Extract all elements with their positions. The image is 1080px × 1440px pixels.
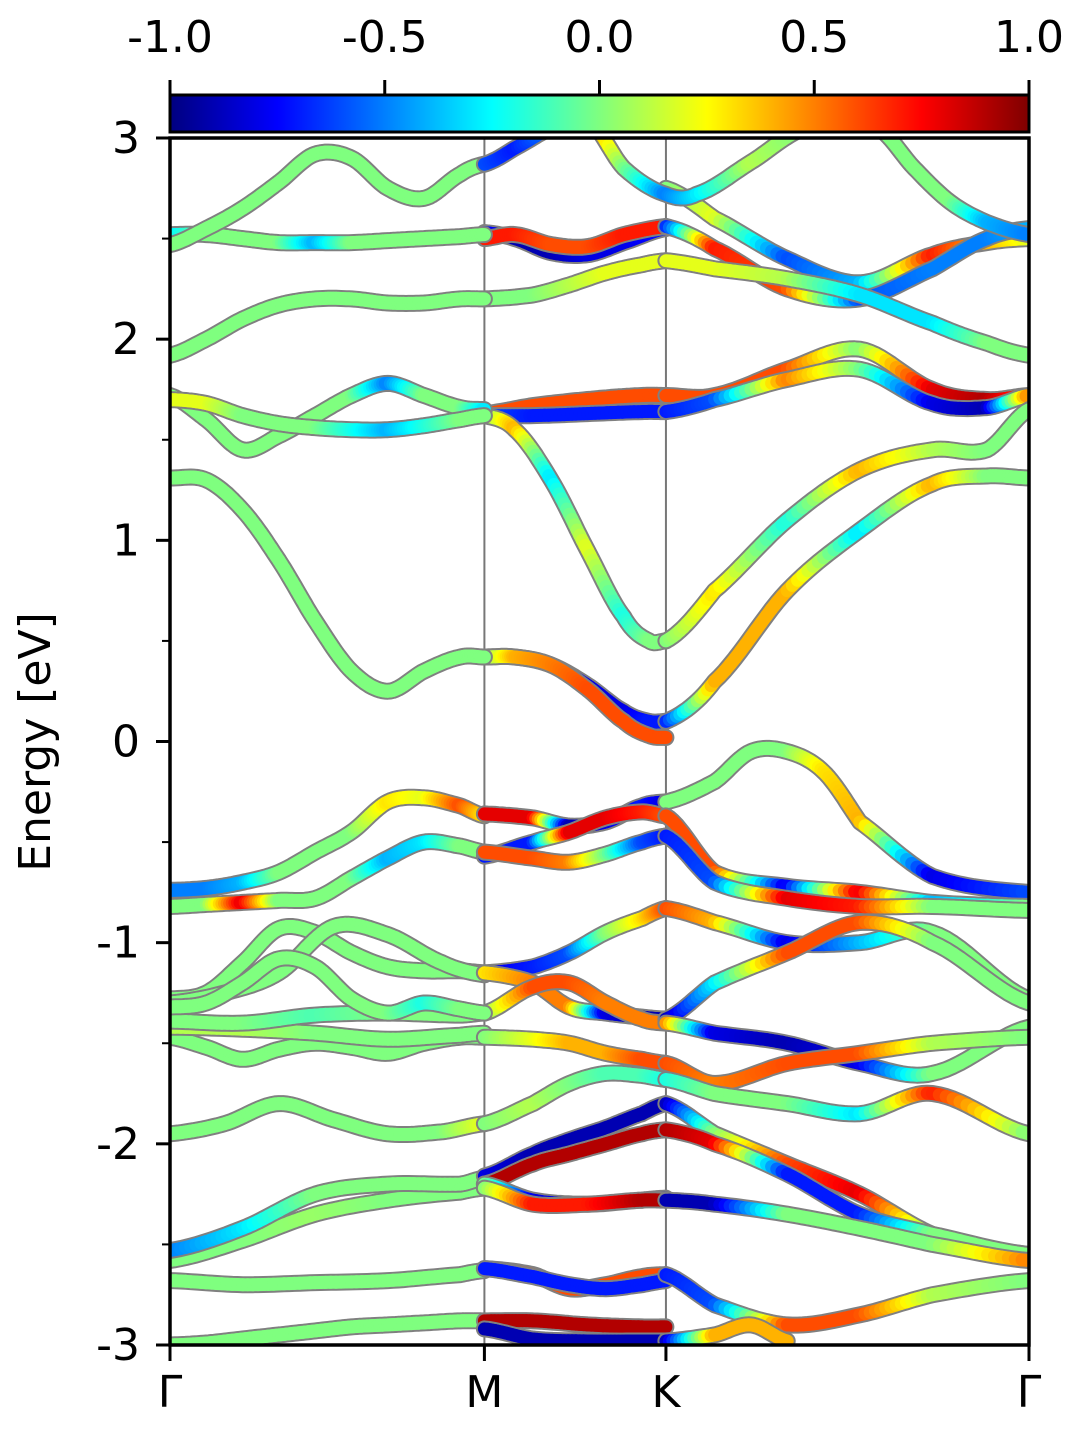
colorbar-tick-label: -1.0: [127, 12, 213, 63]
band: [170, 949, 493, 1022]
band: [170, 225, 493, 252]
band: [170, 1095, 493, 1143]
colorbar-tick-label: 0.5: [779, 12, 849, 63]
band: [657, 467, 1029, 730]
band: [475, 1028, 675, 1072]
band: [170, 788, 493, 899]
band: [657, 401, 1029, 650]
band: [657, 1266, 1029, 1334]
band: [475, 1260, 675, 1298]
band: [475, 1179, 675, 1214]
colorbar-gradient: [168, 93, 1031, 134]
band: [657, 1316, 796, 1345]
band: [170, 833, 493, 915]
band: [170, 1169, 493, 1259]
band-segment: [778, 1333, 794, 1345]
band: [657, 1191, 1029, 1269]
band: [475, 402, 675, 425]
band-outline: [657, 401, 1029, 650]
band: [170, 143, 493, 254]
band: [657, 252, 1029, 364]
band: [475, 900, 675, 982]
band: [475, 1320, 675, 1345]
band: [657, 739, 1029, 901]
band: [475, 407, 675, 652]
colorbar: -1.0 -0.5 0.0 0.5 1.0: [127, 12, 1064, 134]
band: [657, 1071, 1029, 1143]
band: [657, 1028, 1029, 1092]
band: [475, 252, 675, 308]
colorbar-tick-label: -0.5: [342, 12, 428, 63]
band: [475, 1312, 675, 1336]
band: [170, 1312, 493, 1345]
band: [170, 289, 493, 364]
band: [170, 1179, 493, 1269]
band-lines: [170, 138, 1029, 1345]
band: [170, 1262, 493, 1294]
band: [657, 913, 1029, 1028]
band: [657, 827, 1029, 919]
band: [170, 1004, 493, 1032]
band: [657, 359, 1029, 421]
colorbar-ticks: -1.0 -0.5 0.0 0.5 1.0: [127, 12, 1064, 95]
colorbar-tick-label: 1.0: [994, 12, 1064, 63]
band: [475, 1064, 675, 1133]
colorbar-tick-label: 0.0: [565, 12, 635, 63]
